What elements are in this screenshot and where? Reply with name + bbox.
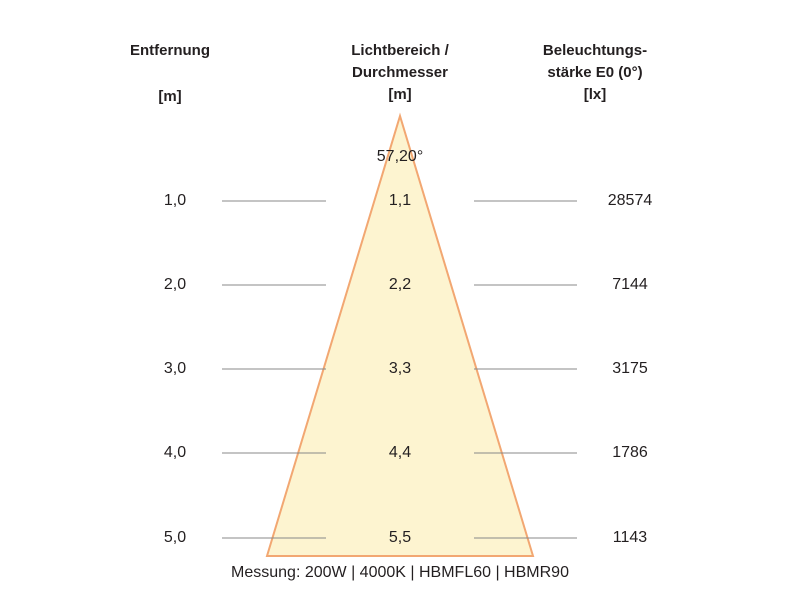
light-area-header-line2: Durchmesser [352, 64, 448, 81]
illuminance-unit: [lx] [583, 86, 607, 103]
diameter-value: 3,3 [388, 360, 412, 377]
distance-value: 5,0 [163, 529, 187, 546]
lux-value: 1786 [612, 444, 648, 461]
lux-value: 28574 [607, 192, 653, 209]
illuminance-header-line1: Beleuchtungs- [542, 42, 648, 59]
distance-value: 4,0 [163, 444, 187, 461]
lux-value: 1143 [612, 529, 648, 546]
distance-value: 3,0 [163, 360, 187, 377]
diameter-value: 1,1 [388, 192, 412, 209]
light-area-header-line1: Lichtbereich / [351, 42, 449, 59]
diameter-value: 5,5 [388, 529, 412, 546]
distance-header: Entfernung [130, 42, 210, 59]
diameter-value: 4,4 [388, 444, 412, 461]
measurement-note: Messung: 200W | 4000K | HBMFL60 | HBMR90 [231, 564, 569, 581]
distance-value: 1,0 [163, 192, 187, 209]
guide-lines [222, 200, 577, 539]
diameter-value: 2,2 [388, 276, 412, 293]
illuminance-header-line2: stärke E0 (0°) [547, 64, 643, 81]
beam-angle: 57,20° [376, 148, 424, 165]
illuminance-header: Beleuchtungs- stärke E0 (0°) [lx] [525, 40, 665, 106]
lux-value: 3175 [612, 360, 648, 377]
light-area-header: Lichtbereich / Durchmesser [m] [335, 40, 465, 106]
distance-unit: [m] [158, 88, 182, 105]
light-area-unit: [m] [388, 86, 412, 103]
distance-value: 2,0 [163, 276, 187, 293]
lux-value: 7144 [612, 276, 648, 293]
light-cone [265, 112, 535, 557]
